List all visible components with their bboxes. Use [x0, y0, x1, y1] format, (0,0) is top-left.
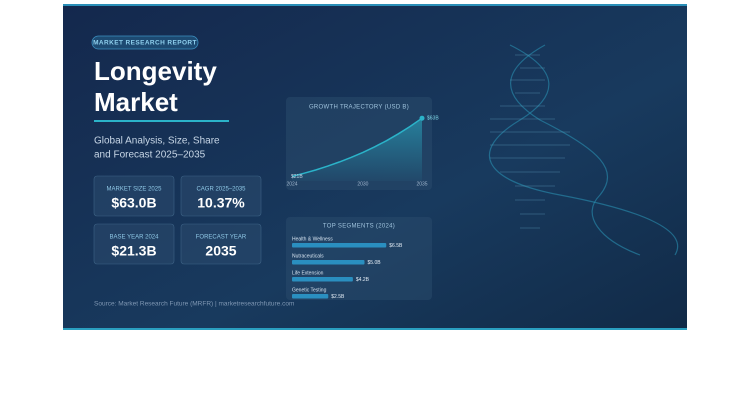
stat-value: $63.0B — [111, 195, 156, 211]
segment-value: $4.2B — [356, 277, 370, 283]
segment-label: Nutraceuticals — [292, 253, 324, 259]
segment-label: Health & Wellness — [292, 236, 333, 242]
title-underline — [94, 120, 229, 122]
helix — [488, 44, 679, 256]
stat-box — [180, 223, 262, 265]
bottom-border — [63, 328, 687, 330]
segment-label: Life Extension — [292, 270, 324, 276]
segment-bar — [292, 243, 387, 248]
segment-label: Genetic Testing — [292, 287, 327, 293]
subtitle-line: and Forecast 2025–2035 — [94, 150, 206, 161]
stat-label: FORECAST YEAR — [196, 235, 247, 241]
stat-box — [93, 175, 175, 217]
stat-box — [93, 223, 175, 265]
growth-line — [291, 117, 423, 178]
title-line: Longevity — [94, 56, 217, 86]
stat-box — [180, 175, 262, 217]
chart-title: TOP SEGMENTS (2024) — [323, 224, 395, 230]
badge — [91, 35, 199, 50]
segment-value: $5.0B — [368, 260, 382, 266]
stat-value: $21.3B — [111, 243, 156, 259]
segment-value: $2.5B — [331, 294, 345, 300]
value-label: $63B — [427, 116, 439, 122]
segment-bar — [292, 294, 329, 299]
x-tick-label: 2024 — [286, 181, 297, 187]
end-point — [419, 115, 425, 121]
top-border — [63, 4, 687, 6]
stat-value: 10.37% — [197, 195, 245, 211]
stat-label: BASE YEAR 2024 — [110, 235, 160, 241]
growth-area — [292, 118, 422, 181]
value-label: $21B — [291, 174, 303, 180]
x-tick-label: 2035 — [416, 181, 427, 187]
segment-bar — [292, 277, 353, 282]
stat-label: CAGR 2025–2035 — [196, 187, 246, 193]
title-line: Market — [94, 87, 178, 117]
segment-value: $6.5B — [389, 243, 403, 249]
helix-rungs — [490, 54, 570, 229]
x-tick-label: 2030 — [357, 181, 368, 187]
segment-bar — [292, 260, 365, 265]
chart-title: GROWTH TRAJECTORY (USD B) — [309, 105, 409, 111]
stat-label: MARKET SIZE 2025 — [107, 187, 163, 193]
stat-value: 2035 — [205, 243, 236, 259]
subtitle-line: Global Analysis, Size, Share — [94, 136, 220, 147]
badge-text: MARKET RESEARCH REPORT — [93, 40, 197, 47]
source: Source: Market Research Future (MRFR) | … — [94, 301, 294, 308]
